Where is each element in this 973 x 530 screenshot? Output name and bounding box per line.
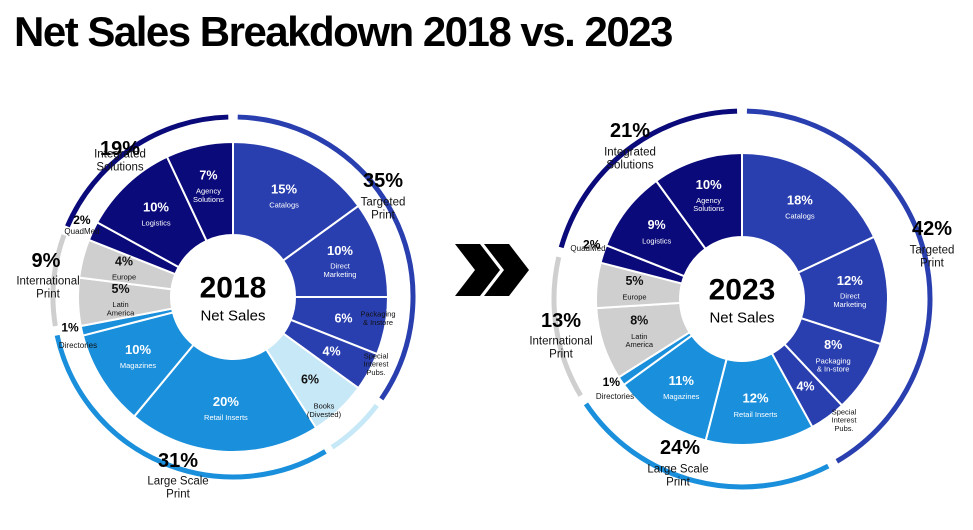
slice-label-2023-8: Europe bbox=[622, 292, 646, 301]
donut-2023 bbox=[551, 108, 933, 490]
slice-pct-2018-5: 20% bbox=[213, 394, 239, 409]
slice-pct-2018-1: 10% bbox=[327, 243, 353, 258]
slice-pct-2023-2: 8% bbox=[824, 338, 842, 352]
ring-targeted-2023 bbox=[746, 108, 933, 464]
group-pct-international-2018: 9% bbox=[32, 250, 61, 272]
ring-books-2018 bbox=[330, 403, 379, 450]
external-label-2018-3: Directories bbox=[59, 341, 97, 350]
group-pct-targeted-2023: 42% bbox=[912, 218, 952, 240]
ring-large_scale-2018 bbox=[54, 334, 327, 480]
slice-label-2018-5: Retail Inserts bbox=[204, 413, 248, 422]
slice-pct-2023-6: 1% bbox=[603, 375, 621, 389]
group-name-large_scale-2023: Large Scale Print bbox=[647, 464, 708, 489]
group-pct-international-2023: 13% bbox=[541, 310, 581, 332]
slice-label-2023-0: Catalogs bbox=[785, 211, 815, 220]
slice-pct-2018-3: 4% bbox=[323, 345, 341, 359]
external-label-2023-1: Directories bbox=[596, 392, 634, 401]
chevron-right-icon bbox=[455, 244, 500, 296]
donut-2018 bbox=[50, 114, 416, 480]
slice-label-2023-11: Agency Solutions bbox=[693, 196, 724, 213]
group-pct-targeted-2018: 35% bbox=[363, 170, 403, 192]
slice-2023-11 bbox=[654, 151, 743, 251]
slice-label-2023-2: Packaging & In-store bbox=[816, 356, 851, 373]
donut-center-2018 bbox=[173, 237, 293, 357]
center-year-2023: 2023 bbox=[709, 274, 776, 307]
slice-pct-2018-6: 10% bbox=[125, 342, 151, 357]
slice-label-2018-9: Europe bbox=[112, 273, 136, 282]
slice-pct-2018-9: 4% bbox=[115, 254, 133, 268]
slice-pct-2023-0: 18% bbox=[787, 192, 813, 207]
donut-center-2023 bbox=[682, 239, 802, 359]
ring-international-2023 bbox=[551, 256, 583, 397]
slice-pct-2018-12: 7% bbox=[199, 169, 217, 183]
slice-label-2023-5: Magazines bbox=[663, 392, 700, 401]
ring-large_scale-2023 bbox=[583, 402, 830, 490]
slice-pct-2023-7: 8% bbox=[630, 314, 648, 328]
group-name-integrated-2023: Integrated Solutions bbox=[604, 147, 656, 172]
slice-pct-2023-4: 12% bbox=[743, 391, 769, 406]
slice-pct-2018-0: 15% bbox=[271, 181, 297, 196]
double-chevron-right-icon bbox=[455, 244, 529, 296]
external-label-2018-0: Packaging & Instore bbox=[360, 310, 395, 327]
group-pct-integrated-2018: 19% bbox=[100, 138, 140, 160]
external-label-2018-4: QuadMed bbox=[64, 227, 99, 236]
slice-2018-5 bbox=[132, 343, 318, 453]
external-label-2023-2: QuadMed bbox=[570, 244, 605, 253]
slice-label-2018-8: Latin America bbox=[107, 300, 135, 317]
slice-2018-0 bbox=[232, 140, 360, 262]
slice-pct-2023-1: 12% bbox=[837, 273, 863, 288]
external-label-2023-0: Special Interest Pubs. bbox=[831, 407, 857, 433]
group-pct-large_scale-2023: 24% bbox=[660, 437, 700, 459]
group-pct-large_scale-2018: 31% bbox=[158, 450, 198, 472]
group-name-targeted-2018: Targeted Print bbox=[361, 197, 406, 222]
group-name-international-2018: International Print bbox=[16, 276, 79, 301]
center-year-2018: 2018 bbox=[200, 272, 267, 305]
external-label-2018-1: Special Interest Pubs. bbox=[363, 351, 389, 377]
slice-pct-2023-10: 9% bbox=[648, 218, 666, 232]
slice-label-2023-4: Retail Inserts bbox=[734, 410, 778, 419]
slice-label-2023-1: Direct Marketing bbox=[833, 292, 866, 309]
slice-label-2018-1: Direct Marketing bbox=[324, 262, 357, 279]
slice-pct-2018-2: 6% bbox=[334, 311, 352, 325]
slice-pct-2018-11: 10% bbox=[143, 200, 169, 215]
center-label-2023: Net Sales bbox=[709, 309, 774, 326]
center-label-2018: Net Sales bbox=[200, 307, 265, 324]
slice-label-2018-11: Logistics bbox=[141, 219, 170, 228]
slice-label-2023-10: Logistics bbox=[642, 236, 671, 245]
slice-pct-2023-3: 4% bbox=[796, 380, 814, 394]
ring-international-2018 bbox=[50, 234, 67, 327]
chevron-right-icon bbox=[484, 244, 529, 296]
slice-pct-2018-8: 5% bbox=[112, 282, 130, 296]
slice-2018-12 bbox=[165, 140, 234, 243]
group-name-integrated-2018: Integrated Solutions bbox=[94, 149, 146, 174]
ring-targeted-2018 bbox=[237, 114, 416, 401]
slice-2023-0 bbox=[741, 151, 876, 274]
group-name-large_scale-2018: Large Scale Print bbox=[147, 476, 208, 501]
slice-label-2018-6: Magazines bbox=[120, 361, 157, 370]
slice-pct-2023-11: 10% bbox=[696, 177, 722, 192]
group-name-international-2023: International Print bbox=[529, 336, 592, 361]
slice-label-2018-12: Agency Solutions bbox=[193, 187, 224, 204]
page-title: Net Sales Breakdown 2018 vs. 2023 bbox=[14, 8, 673, 55]
ring-integrated-2018 bbox=[65, 114, 229, 228]
slice-pct-2023-9: 2% bbox=[583, 237, 601, 251]
ring-integrated-2023 bbox=[558, 108, 738, 249]
slice-pct-2018-7: 1% bbox=[61, 321, 79, 335]
group-name-targeted-2023: Targeted Print bbox=[910, 245, 955, 270]
slice-label-2023-7: Latin America bbox=[626, 332, 654, 349]
slice-pct-2018-4: 6% bbox=[301, 372, 319, 386]
external-label-2018-2: Books (Divested) bbox=[307, 402, 342, 419]
group-pct-integrated-2023: 21% bbox=[610, 120, 650, 142]
slice-pct-2018-10: 2% bbox=[73, 213, 91, 227]
slice-pct-2023-8: 5% bbox=[625, 274, 643, 288]
slice-pct-2023-5: 11% bbox=[669, 373, 695, 388]
slice-label-2018-0: Catalogs bbox=[269, 200, 299, 209]
